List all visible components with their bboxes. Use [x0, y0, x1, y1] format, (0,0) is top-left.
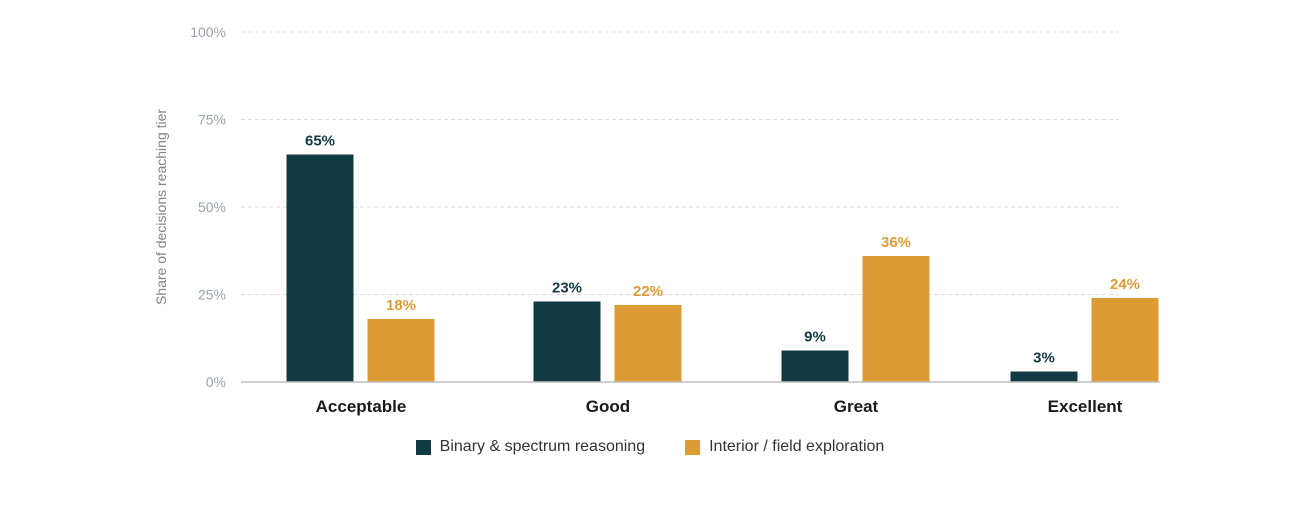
- bar-series-0-great[interactable]: [781, 350, 849, 383]
- data-label-series-0: 23%: [552, 280, 582, 297]
- bar-series-1-good[interactable]: [614, 305, 682, 382]
- data-label-series-0: 9%: [804, 329, 826, 346]
- data-label-series-1: 18%: [386, 297, 416, 314]
- data-label-series-1: 24%: [1110, 276, 1140, 293]
- data-label-series-0: 65%: [305, 133, 335, 150]
- gridlines: [241, 31, 1119, 295]
- legend-label-series-0: Binary & spectrum reasoning: [439, 438, 646, 455]
- y-tick-label: 50%: [198, 199, 226, 215]
- bar-series-0-acceptable[interactable]: [286, 154, 354, 383]
- x-category-label: Great: [834, 397, 879, 416]
- legend-label-series-1: Interior / field exploration: [709, 438, 885, 455]
- data-label-series-0: 3%: [1033, 350, 1055, 367]
- bars: 65% 23% 9% 3% 18% 22% 36% 24%: [286, 133, 1159, 383]
- y-tick-label: 75%: [198, 112, 226, 128]
- y-axis-title: Share of decisions reaching tier: [153, 109, 169, 305]
- bar-series-0-excellent[interactable]: [1010, 371, 1078, 383]
- legend-swatch-series-0: [415, 439, 431, 455]
- bar-series-1-acceptable[interactable]: [367, 319, 435, 382]
- data-label-series-1: 22%: [633, 283, 663, 300]
- legend-item-series-0[interactable]: Binary & spectrum reasoning: [415, 438, 646, 456]
- legend-item-series-1[interactable]: Interior / field exploration: [685, 438, 884, 456]
- legend-swatch-series-1: [685, 439, 701, 455]
- y-tick-label: 25%: [198, 287, 226, 303]
- y-axis-ticks: 0% 25% 50% 75% 100%: [190, 24, 226, 390]
- x-category-label: Good: [586, 397, 630, 416]
- y-tick-label: 0%: [206, 374, 226, 390]
- y-tick-label: 100%: [190, 24, 226, 40]
- x-category-label: Acceptable: [316, 397, 407, 416]
- x-axis-categories: Acceptable Good Great Excellent: [316, 397, 1123, 416]
- bar-series-1-great[interactable]: [862, 256, 930, 382]
- x-category-label: Excellent: [1048, 397, 1123, 416]
- data-label-series-1: 36%: [881, 234, 911, 251]
- legend: Binary & spectrum reasoning Interior / f…: [0, 438, 1300, 456]
- bar-series-1-excellent[interactable]: [1091, 298, 1159, 382]
- bar-series-0-good[interactable]: [533, 301, 601, 383]
